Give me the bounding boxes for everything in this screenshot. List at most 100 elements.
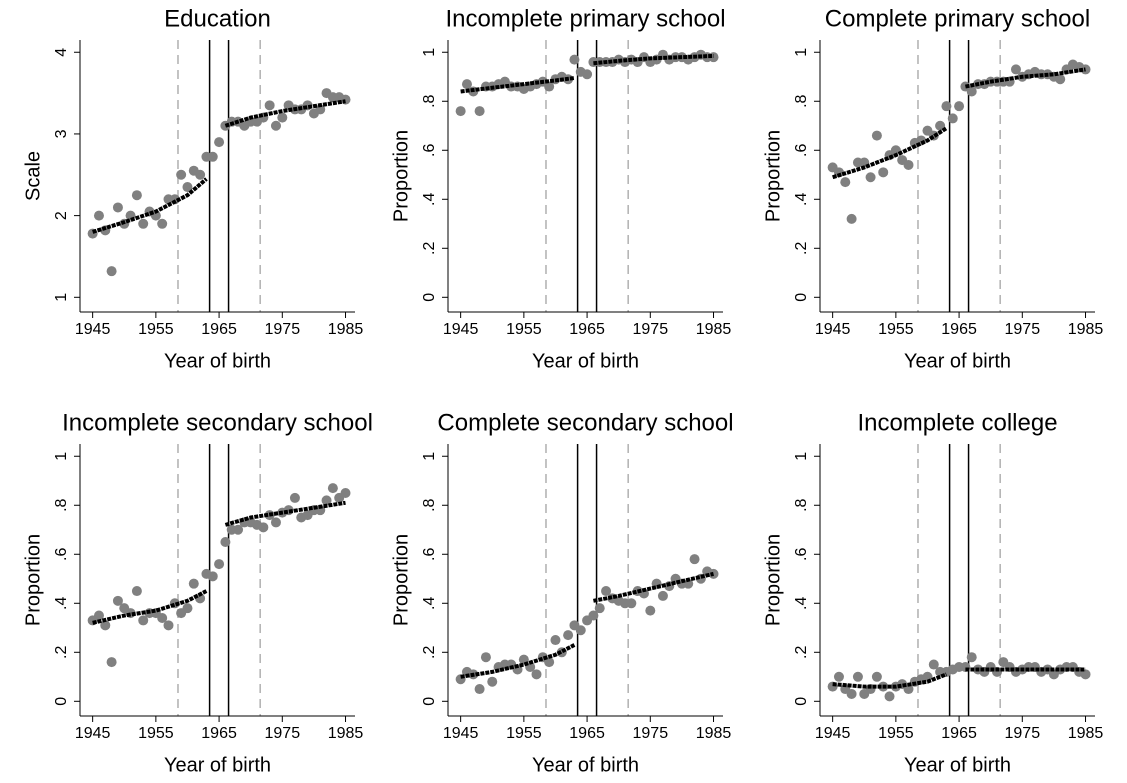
- y-tick-label: 0: [793, 697, 810, 706]
- y-tick-label: 1: [793, 452, 810, 461]
- data-point: [270, 517, 281, 528]
- y-tick-label: .8: [421, 498, 438, 511]
- x-axis-label: Year of birth: [904, 350, 1011, 372]
- x-tick-label: 1965: [941, 321, 977, 338]
- data-point: [188, 578, 199, 589]
- data-point: [657, 590, 668, 601]
- panel-title: Incomplete primary school: [445, 5, 725, 32]
- data-point: [163, 620, 174, 631]
- y-tick-label: .8: [793, 94, 810, 107]
- x-tick-label: 1975: [265, 725, 301, 742]
- data-point: [594, 603, 605, 614]
- data-point: [112, 202, 123, 213]
- y-axis-label: Proportion: [390, 130, 412, 222]
- data-point: [966, 652, 977, 663]
- y-tick-label: 1: [421, 48, 438, 57]
- data-point: [563, 630, 574, 641]
- x-tick-label: 1955: [138, 725, 174, 742]
- y-tick-label: 1: [421, 452, 438, 461]
- x-tick-label: 1945: [815, 321, 851, 338]
- data-point: [544, 657, 555, 668]
- data-point: [1080, 669, 1091, 680]
- panel-title: Education: [164, 5, 271, 32]
- x-tick-label: 1975: [633, 321, 669, 338]
- data-point: [878, 167, 889, 178]
- x-tick-label: 1965: [201, 725, 237, 742]
- data-point: [315, 104, 326, 115]
- x-axis-label: Year of birth: [164, 754, 271, 776]
- y-tick-label: 0: [421, 697, 438, 706]
- data-point: [480, 652, 491, 663]
- data-point: [846, 213, 857, 224]
- y-tick-label: .2: [793, 646, 810, 659]
- data-point: [966, 86, 977, 97]
- fit-line: [460, 75, 575, 94]
- x-tick-label: 1985: [1068, 321, 1104, 338]
- y-tick-label: .6: [421, 547, 438, 560]
- data-point: [176, 169, 187, 180]
- data-point: [569, 54, 580, 65]
- y-tick-label: .2: [53, 646, 70, 659]
- y-tick-label: .4: [53, 597, 70, 610]
- x-tick-label: 1975: [1005, 321, 1041, 338]
- panel-title: Complete secondary school: [437, 409, 733, 436]
- fit-line: [92, 177, 208, 234]
- x-tick-label: 1975: [265, 321, 301, 338]
- data-point: [575, 625, 586, 636]
- y-tick-label: .4: [421, 193, 438, 206]
- x-tick-label: 1955: [506, 725, 542, 742]
- x-tick-label: 1965: [569, 725, 605, 742]
- data-point: [112, 595, 123, 606]
- data-point: [138, 615, 149, 626]
- data-point: [852, 671, 863, 682]
- x-tick-label: 1945: [75, 725, 111, 742]
- y-axis-label: Proportion: [390, 534, 412, 626]
- data-point: [833, 167, 844, 178]
- y-tick-label: .8: [793, 498, 810, 511]
- data-point: [544, 81, 555, 92]
- data-point: [214, 559, 225, 570]
- data-point: [474, 684, 485, 695]
- y-tick-label: .4: [793, 193, 810, 206]
- data-point: [884, 691, 895, 702]
- data-point: [871, 671, 882, 682]
- y-tick-label: .6: [421, 143, 438, 156]
- data-point: [100, 620, 111, 631]
- data-point: [264, 100, 275, 111]
- y-tick-label: .8: [421, 94, 438, 107]
- data-point: [840, 177, 851, 188]
- data-point: [947, 113, 958, 124]
- y-tick-label: 1: [793, 48, 810, 57]
- y-axis-label: Proportion: [762, 130, 784, 222]
- data-point: [941, 101, 952, 112]
- y-tick-label: .8: [53, 498, 70, 511]
- x-tick-label: 1985: [1068, 725, 1104, 742]
- y-tick-label: 1: [53, 293, 70, 302]
- x-tick-label: 1985: [328, 321, 364, 338]
- data-point: [321, 495, 332, 506]
- data-point: [582, 69, 593, 80]
- y-tick-label: 0: [793, 293, 810, 302]
- fit-line: [832, 126, 948, 180]
- data-point: [903, 159, 914, 170]
- y-tick-label: .2: [421, 242, 438, 255]
- data-point: [270, 120, 281, 131]
- data-point: [833, 671, 844, 682]
- x-tick-label: 1955: [878, 321, 914, 338]
- data-point: [935, 120, 946, 131]
- y-axis-label: Scale: [22, 151, 44, 201]
- data-point: [626, 598, 637, 609]
- data-point: [258, 522, 269, 533]
- panel-title: Complete primary school: [825, 5, 1090, 32]
- x-tick-label: 1985: [328, 725, 364, 742]
- data-point: [461, 79, 472, 90]
- y-tick-label: 1: [53, 452, 70, 461]
- data-point: [455, 106, 466, 117]
- data-point: [487, 676, 498, 687]
- data-point: [207, 151, 218, 162]
- data-point: [531, 669, 542, 680]
- data-point: [1010, 64, 1021, 75]
- y-tick-label: 0: [53, 697, 70, 706]
- y-tick-label: .2: [421, 646, 438, 659]
